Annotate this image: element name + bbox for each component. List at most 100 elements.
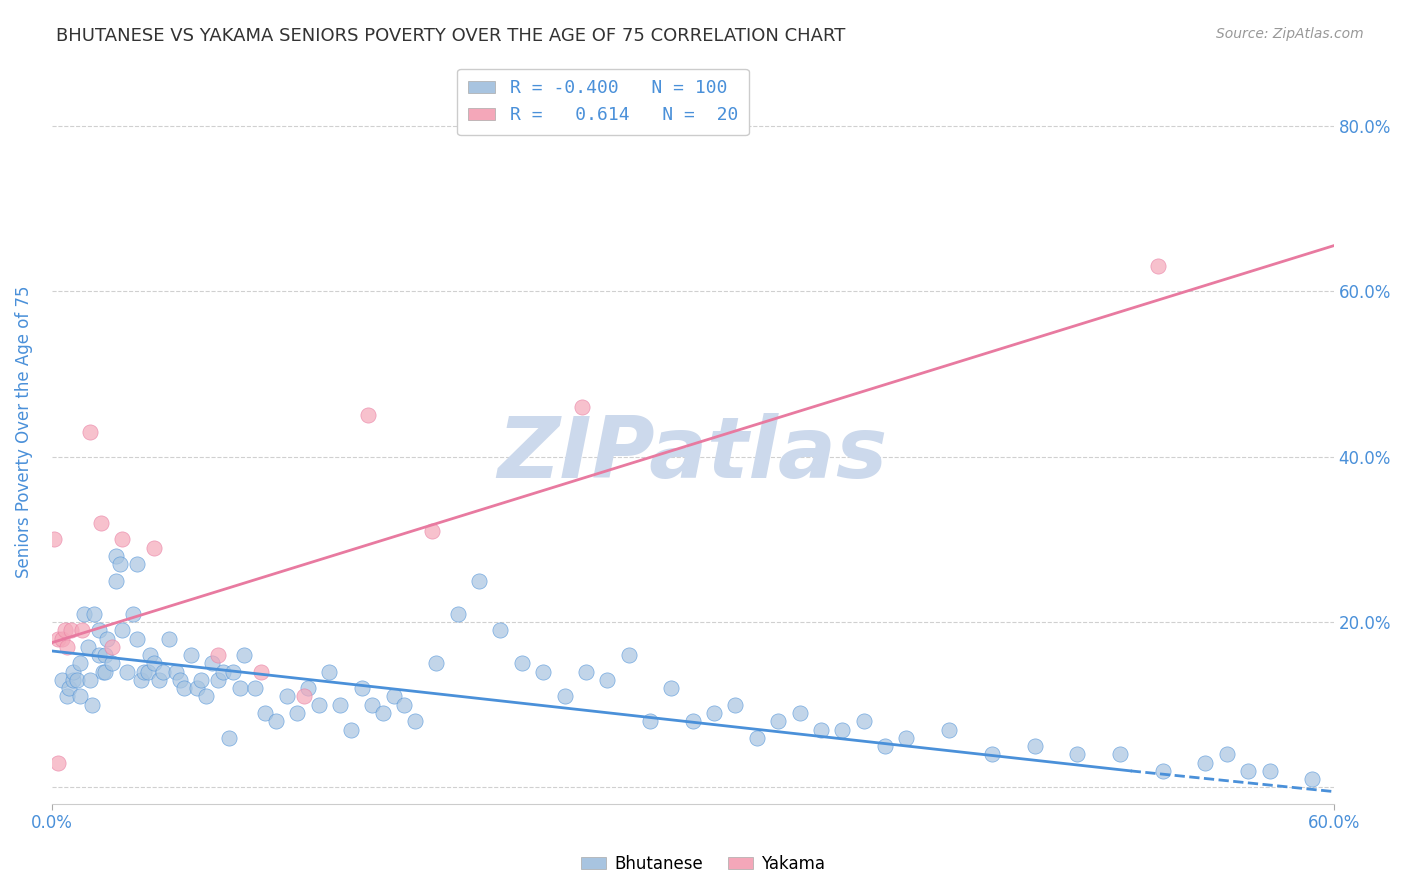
- Point: [292, 690, 315, 704]
- Point: [1152, 764, 1174, 778]
- Point: [87, 624, 110, 638]
- Point: [766, 714, 789, 729]
- Text: BHUTANESE VS YAKAMA SENIORS POVERTY OVER THE AGE OF 75 CORRELATION CHART: BHUTANESE VS YAKAMA SENIORS POVERTY OVER…: [56, 27, 845, 45]
- Point: [980, 747, 1002, 762]
- Point: [218, 731, 240, 745]
- Point: [222, 665, 245, 679]
- Point: [340, 723, 363, 737]
- Legend: R = -0.400   N = 100, R =   0.614   N =  20: R = -0.400 N = 100, R = 0.614 N = 20: [457, 69, 749, 136]
- Point: [83, 607, 105, 621]
- Point: [229, 681, 252, 696]
- Point: [404, 714, 426, 729]
- Point: [361, 698, 384, 712]
- Point: [1237, 764, 1260, 778]
- Point: [66, 673, 89, 687]
- Point: [531, 665, 554, 679]
- Point: [789, 706, 811, 720]
- Point: [617, 648, 640, 662]
- Point: [51, 632, 73, 646]
- Point: [79, 425, 101, 439]
- Point: [724, 698, 747, 712]
- Point: [46, 632, 69, 646]
- Point: [468, 574, 491, 588]
- Point: [194, 690, 217, 704]
- Point: [136, 665, 159, 679]
- Point: [447, 607, 470, 621]
- Point: [318, 665, 340, 679]
- Point: [46, 756, 69, 770]
- Point: [104, 549, 127, 563]
- Point: [938, 723, 960, 737]
- Point: [42, 533, 65, 547]
- Point: [127, 632, 149, 646]
- Point: [250, 665, 273, 679]
- Point: [96, 632, 118, 646]
- Point: [94, 648, 117, 662]
- Point: [152, 665, 174, 679]
- Point: [207, 673, 229, 687]
- Point: [575, 665, 598, 679]
- Point: [233, 648, 256, 662]
- Point: [122, 607, 145, 621]
- Point: [173, 681, 195, 696]
- Point: [873, 739, 896, 753]
- Point: [115, 665, 138, 679]
- Point: [143, 541, 166, 555]
- Point: [243, 681, 266, 696]
- Point: [1258, 764, 1281, 778]
- Point: [91, 665, 114, 679]
- Point: [127, 557, 149, 571]
- Point: [211, 665, 233, 679]
- Point: [62, 665, 84, 679]
- Point: [553, 690, 575, 704]
- Point: [82, 698, 104, 712]
- Point: [510, 657, 533, 671]
- Point: [1024, 739, 1046, 753]
- Point: [571, 400, 593, 414]
- Point: [69, 657, 91, 671]
- Point: [131, 673, 153, 687]
- Legend: Bhutanese, Yakama: Bhutanese, Yakama: [574, 848, 832, 880]
- Point: [810, 723, 832, 737]
- Point: [1109, 747, 1132, 762]
- Point: [77, 640, 100, 654]
- Point: [207, 648, 229, 662]
- Point: [53, 624, 76, 638]
- Point: [94, 665, 117, 679]
- Text: Source: ZipAtlas.com: Source: ZipAtlas.com: [1216, 27, 1364, 41]
- Point: [276, 690, 298, 704]
- Point: [420, 524, 443, 538]
- Point: [254, 706, 277, 720]
- Point: [489, 624, 512, 638]
- Point: [297, 681, 319, 696]
- Point: [1066, 747, 1088, 762]
- Point: [1216, 747, 1239, 762]
- Point: [100, 657, 122, 671]
- Point: [62, 673, 84, 687]
- Point: [190, 673, 212, 687]
- Point: [852, 714, 875, 729]
- Point: [308, 698, 330, 712]
- Point: [596, 673, 619, 687]
- Point: [357, 409, 380, 423]
- Point: [1194, 756, 1216, 770]
- Point: [104, 574, 127, 588]
- Point: [659, 681, 682, 696]
- Point: [745, 731, 768, 745]
- Point: [703, 706, 725, 720]
- Point: [58, 681, 80, 696]
- Point: [394, 698, 416, 712]
- Point: [329, 698, 352, 712]
- Point: [682, 714, 704, 729]
- Point: [831, 723, 853, 737]
- Point: [896, 731, 918, 745]
- Point: [1147, 260, 1170, 274]
- Point: [69, 690, 91, 704]
- Point: [169, 673, 191, 687]
- Point: [70, 624, 93, 638]
- Point: [111, 533, 134, 547]
- Point: [350, 681, 373, 696]
- Point: [100, 640, 122, 654]
- Point: [425, 657, 447, 671]
- Point: [148, 673, 170, 687]
